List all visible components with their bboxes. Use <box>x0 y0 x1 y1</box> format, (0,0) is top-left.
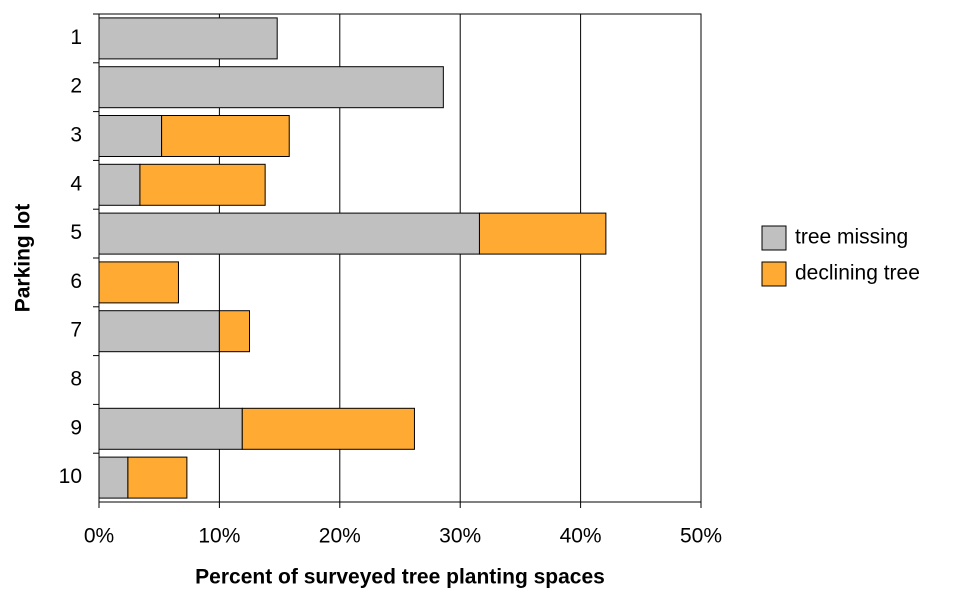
bar <box>98 407 243 450</box>
x-tick-label: 40% <box>560 525 602 548</box>
bar <box>98 163 141 206</box>
legend-swatch <box>761 261 787 287</box>
y-axis-title: Parking lot <box>12 204 35 313</box>
y-tick-label: 3 <box>70 124 82 147</box>
legend-label: tree missing <box>795 226 908 249</box>
bar <box>127 456 188 499</box>
plot-frame <box>98 13 702 503</box>
x-tick-label: 0% <box>84 525 114 548</box>
bar <box>98 310 220 353</box>
legend-label: declining tree <box>795 262 920 285</box>
x-tick-label: 20% <box>319 525 361 548</box>
x-tick-label: 30% <box>439 525 481 548</box>
bar <box>98 115 163 157</box>
bar <box>98 261 179 304</box>
bar <box>139 163 266 206</box>
x-axis-title: Percent of surveyed tree planting spaces <box>195 566 605 589</box>
y-tick-label: 7 <box>70 319 82 342</box>
bar <box>241 407 415 450</box>
y-tick-label: 8 <box>70 368 82 391</box>
bar <box>218 310 250 353</box>
bar <box>98 212 480 255</box>
y-tick-label: 2 <box>70 75 82 98</box>
y-tick-label: 4 <box>70 172 82 195</box>
y-tick-label: 5 <box>70 221 82 244</box>
y-tick-label: 6 <box>70 270 82 293</box>
y-tick-label: 10 <box>59 465 82 488</box>
x-tick-label: 10% <box>198 525 240 548</box>
y-tick-label: 9 <box>70 416 82 439</box>
bar <box>478 212 607 255</box>
legend-swatch <box>761 225 787 251</box>
y-tick-label: 1 <box>70 26 82 49</box>
x-tick-label: 50% <box>680 525 722 548</box>
bar <box>98 66 444 109</box>
bar <box>161 115 290 157</box>
bar <box>98 17 278 60</box>
bar <box>98 456 129 499</box>
